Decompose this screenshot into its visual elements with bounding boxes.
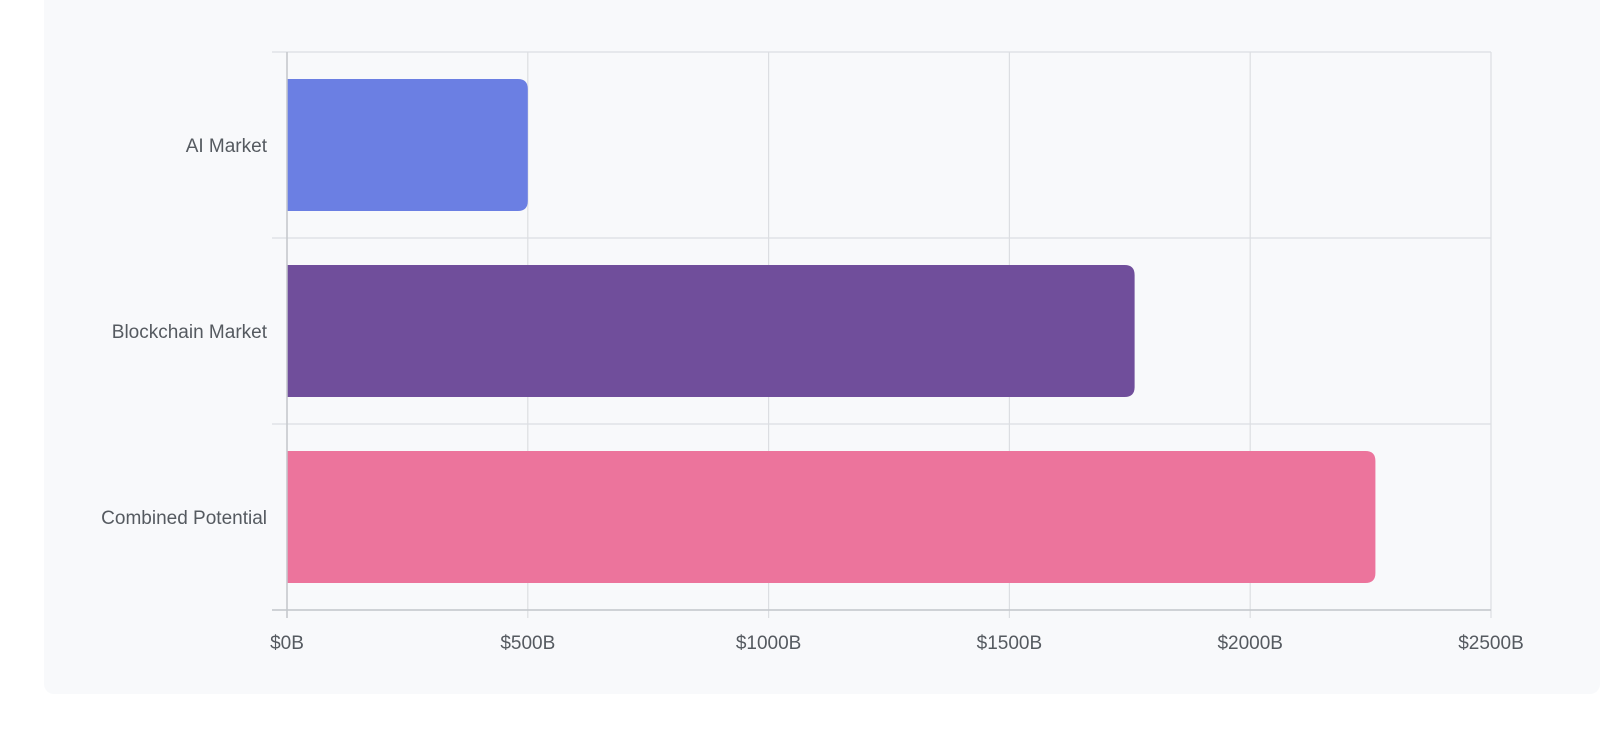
x-tick-label: $1000B bbox=[736, 633, 802, 654]
axes bbox=[272, 52, 1491, 618]
labels: $0B $500B $1000B $1500B $2000B $2500B AI Marke… bbox=[101, 136, 1524, 654]
category-label: Blockchain Market bbox=[112, 322, 268, 343]
x-tick-label: $2000B bbox=[1217, 633, 1283, 654]
bar-combined-potential[interactable] bbox=[287, 451, 1376, 583]
bars bbox=[287, 79, 1376, 583]
category-label: AI Market bbox=[186, 136, 268, 157]
x-tick-label: $0B bbox=[270, 633, 304, 654]
bar-blockchain-market[interactable] bbox=[287, 265, 1135, 397]
x-tick-label: $1500B bbox=[977, 633, 1043, 654]
x-tick-label: $500B bbox=[500, 633, 555, 654]
bar-ai-market[interactable] bbox=[287, 79, 528, 211]
x-tick-label: $2500B bbox=[1458, 633, 1524, 654]
category-label: Combined Potential bbox=[101, 508, 267, 529]
